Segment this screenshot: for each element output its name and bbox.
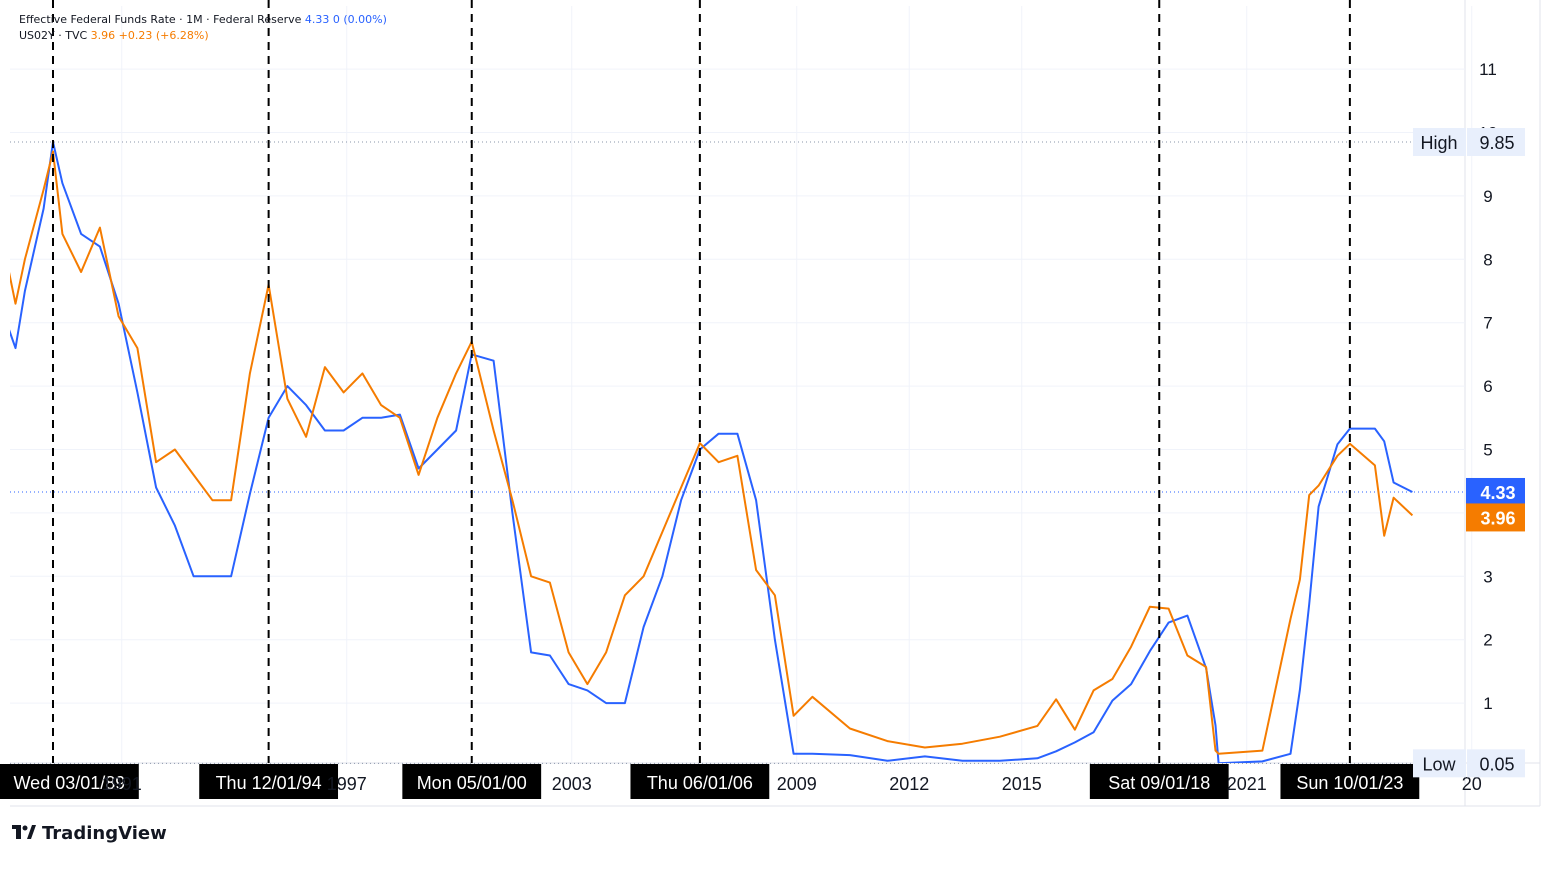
low-value: 0.05: [1479, 754, 1514, 774]
y-tick-label: 5: [1483, 441, 1492, 460]
marker-date-label: Thu 06/01/06: [647, 773, 753, 793]
high-value: 9.85: [1479, 133, 1514, 153]
high-low-lines: [10, 141, 1465, 764]
y-tick-label: 9: [1483, 187, 1492, 206]
y-tick-label: 8: [1483, 250, 1492, 269]
fed-funds-last-badge: [1466, 477, 1525, 506]
marker-label-bg: [402, 764, 542, 799]
y-tick-label: 1: [1483, 694, 1492, 713]
x-axis: 1991 1997 2003 2009 2012 2015 2021 20: [102, 774, 1482, 794]
marker-label-bg: [199, 764, 339, 799]
x-tick-label: 20: [1462, 774, 1482, 794]
marker-label-bg: [0, 764, 139, 799]
marker-date-label: Wed 03/01/89: [14, 773, 126, 793]
high-label-bg: [1413, 128, 1466, 157]
x-tick-label: 2012: [889, 774, 929, 794]
x-tick-label: 2021: [1227, 774, 1267, 794]
x-tick-label: 1997: [327, 774, 367, 794]
y-tick-label: 3: [1483, 567, 1492, 586]
x-tick-label: 2009: [777, 774, 817, 794]
vertical-markers: Wed 03/01/89 Thu 12/01/94 Mon 05/01/00 Thu …: [0, 0, 1420, 799]
legend-fed-funds-value: 4.33: [304, 13, 330, 26]
tradingview-mark-icon: [12, 824, 36, 843]
legend-fed-funds[interactable]: Effective Federal Funds Rate · 1M · Fede…: [19, 12, 387, 28]
marker-label-bg: [1280, 764, 1420, 799]
series-lines: [0, 141, 1414, 763]
marker-date-label: Mon 05/01/00: [417, 773, 527, 793]
y-tick-label: 7: [1483, 314, 1492, 333]
marker-date-label: Thu 12/01/94: [216, 773, 322, 793]
us02y-last-badge: [1466, 503, 1525, 532]
price-labels: High 9.85 Low 0.05 4.33 3.96: [1413, 128, 1525, 778]
high-label: High: [1420, 133, 1457, 153]
series-line-us02y[interactable]: [0, 150, 1414, 755]
series-line-fed_funds[interactable]: [0, 141, 1413, 763]
y-axis: 1234567891011: [1479, 60, 1498, 713]
legend-us02y[interactable]: US02Y · TVC 3.96 +0.23 (+6.28%): [19, 28, 387, 44]
brand-name: TradingView: [42, 823, 167, 844]
marker-date-label: Sat 09/01/18: [1108, 773, 1210, 793]
grid: [10, 0, 1541, 807]
tradingview-logo[interactable]: TradingView: [12, 823, 167, 844]
fed-funds-last-badge-text: 4.33: [1480, 483, 1515, 503]
low-label-bg: [1413, 749, 1466, 778]
legend-fed-funds-change: 0 (0.00%): [332, 13, 387, 26]
high-value-bg: [1467, 128, 1525, 157]
marker-date-label: Sun 10/01/23: [1296, 773, 1403, 793]
y-tick-label: 2: [1483, 631, 1492, 650]
legend: Effective Federal Funds Rate · 1M · Fede…: [19, 12, 387, 44]
x-tick-label: 2015: [1002, 774, 1042, 794]
low-value-bg: [1467, 749, 1525, 778]
legend-us02y-name: US02Y · TVC: [19, 29, 88, 42]
y-tick-label: 6: [1483, 377, 1492, 396]
legend-us02y-value: 3.96: [90, 29, 116, 42]
marker-label-bg: [1089, 764, 1229, 799]
marker-label-bg: [630, 764, 770, 799]
low-label: Low: [1422, 754, 1456, 774]
y-tick-label: 11: [1479, 60, 1497, 79]
legend-fed-funds-name: Effective Federal Funds Rate · 1M · Fede…: [19, 13, 302, 26]
legend-us02y-change: +0.23 (+6.28%): [118, 29, 209, 42]
x-tick-label: 2003: [552, 774, 592, 794]
x-tick-label: 1991: [102, 774, 142, 794]
us02y-last-badge-text: 3.96: [1480, 508, 1515, 528]
